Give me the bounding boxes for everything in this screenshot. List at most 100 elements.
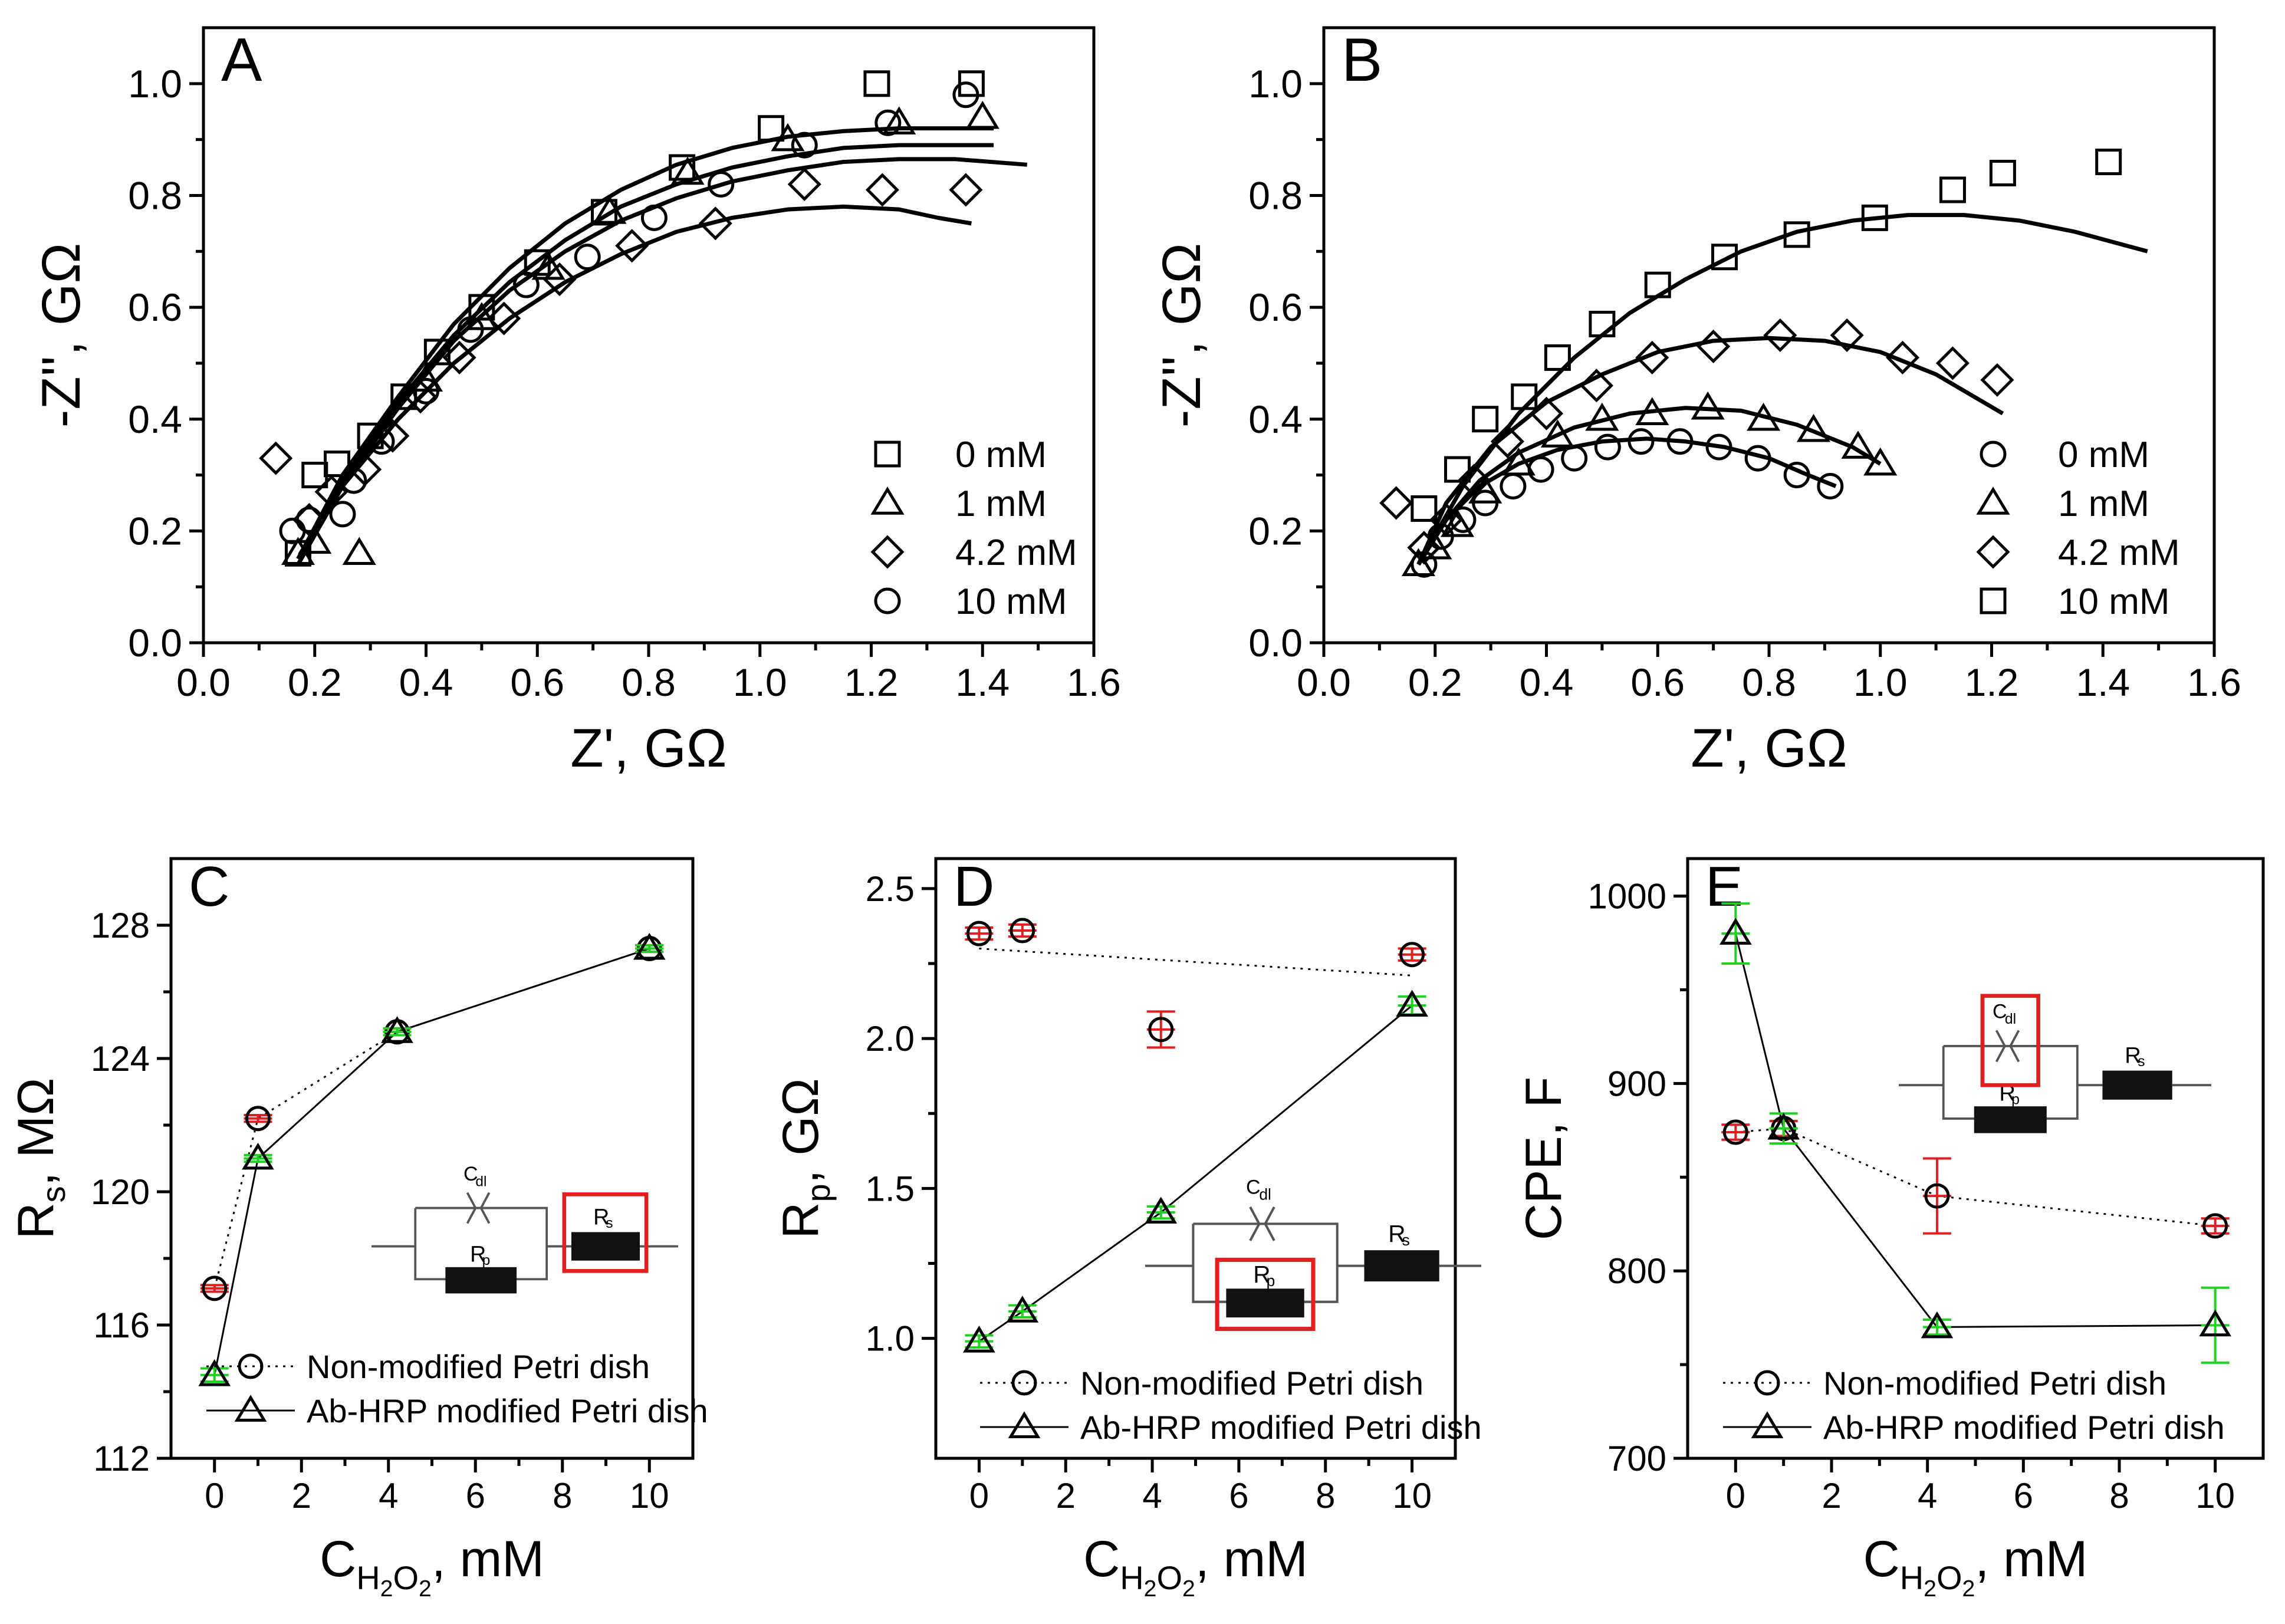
data-point xyxy=(698,206,732,241)
data-point xyxy=(1697,329,1731,363)
data-point xyxy=(409,363,443,392)
legend-label: 0 mM xyxy=(2058,435,2149,475)
x-tick-label: 1.4 xyxy=(955,660,1010,704)
series-1 xyxy=(198,932,666,1386)
circuit-rs-resistor xyxy=(571,1232,640,1261)
data-point xyxy=(1544,344,1571,371)
data-point xyxy=(1006,1296,1039,1323)
fit-curve xyxy=(296,157,1028,566)
series-3 xyxy=(279,81,979,544)
x-axis-label: Z', GΩ xyxy=(1691,718,1847,778)
data-point xyxy=(1783,462,1810,489)
data-point xyxy=(324,451,350,478)
x-axis-label: CH2O2, mM xyxy=(1083,1531,1308,1602)
series-line xyxy=(979,948,1412,977)
data-point xyxy=(242,1142,274,1170)
data-point xyxy=(2202,1213,2228,1239)
legend-label: 1 mM xyxy=(2058,484,2149,524)
y-tick-label: 0.6 xyxy=(1248,285,1303,329)
chart-d: 0 2 4 6 8 10 1.0 1.5 2.0 2.5 D CH2O2, mM Rp, GΩ Non-m… xyxy=(772,855,1482,1602)
series-0 xyxy=(1411,428,1844,578)
y-tick-label: 128 xyxy=(91,906,150,945)
legend-label: 1 mM xyxy=(955,484,1047,524)
data-point xyxy=(1579,369,1613,403)
circuit-cdl-plate-left xyxy=(1249,1206,1261,1241)
data-point xyxy=(1763,318,1797,353)
legend-marker xyxy=(870,535,905,569)
data-point xyxy=(633,932,666,960)
circuit-rp-sub: p xyxy=(2011,1092,2020,1107)
data-point xyxy=(1472,406,1499,433)
data-point xyxy=(1379,486,1413,520)
data-point xyxy=(865,173,899,207)
data-point xyxy=(1148,1017,1174,1043)
data-point xyxy=(1841,430,1875,459)
fit-curve xyxy=(1416,406,1882,566)
circuit-rs-sub: s xyxy=(606,1215,613,1231)
x-tick-label: 0.6 xyxy=(1630,660,1685,704)
data-point xyxy=(1589,311,1616,338)
y-tick-label: 1.5 xyxy=(866,1169,915,1208)
data-point xyxy=(670,156,705,185)
legend-marker xyxy=(1980,440,2007,468)
x-tick-label: 1.2 xyxy=(844,660,899,704)
x-tick-label: 10 xyxy=(630,1476,669,1515)
data-point xyxy=(708,170,735,198)
data-point xyxy=(1861,204,1888,231)
data-point xyxy=(791,132,818,159)
data-point xyxy=(314,475,348,509)
circuit-cdl-label: C xyxy=(1246,1176,1261,1198)
data-point xyxy=(198,1359,231,1386)
panel-label: D xyxy=(954,855,994,918)
x-tick-label: 0.6 xyxy=(510,660,564,704)
y-axis-label: -Z'', GΩ xyxy=(1152,243,1212,428)
circuit-rp-resistor xyxy=(1974,1106,2047,1133)
data-point xyxy=(295,506,323,533)
data-point xyxy=(882,106,916,134)
circuit-rs-label: R xyxy=(1388,1220,1405,1247)
data-point xyxy=(512,271,540,298)
data-point xyxy=(640,204,668,231)
data-point xyxy=(787,167,821,202)
fit-curve xyxy=(1416,336,2004,566)
series-line xyxy=(213,948,650,1376)
y-axis-label: CPE, F xyxy=(1515,1077,1572,1240)
data-point xyxy=(403,380,438,414)
x-tick-label: 0 xyxy=(969,1476,989,1515)
legend-label: 10 mM xyxy=(955,581,1067,622)
x-tick-label: 0 xyxy=(1726,1476,1745,1515)
circuit-cdl-label: C xyxy=(1993,1001,2007,1023)
data-point xyxy=(1145,1196,1178,1224)
data-point xyxy=(1767,1112,1800,1140)
fit-curve xyxy=(296,143,994,560)
circuit-highlight xyxy=(562,1192,649,1273)
x-tick-label: 0.4 xyxy=(399,660,453,704)
legend-label: Non-modified Petri dish xyxy=(1823,1365,2166,1402)
data-point xyxy=(1444,456,1471,483)
x-tick-label: 0.0 xyxy=(1297,660,1351,704)
legend: Non-modified Petri dish Ab-HRP modified P… xyxy=(980,1365,1482,1446)
data-point xyxy=(1411,495,1438,522)
data-point xyxy=(1830,318,1864,353)
legend-label: Non-modified Petri dish xyxy=(1080,1365,1423,1402)
y-tick-label: 116 xyxy=(93,1306,150,1345)
data-point xyxy=(1921,1311,1954,1339)
x-tick-label: 0.4 xyxy=(1520,660,1574,704)
y-tick-label: 124 xyxy=(91,1039,150,1079)
data-point xyxy=(966,921,992,946)
data-point xyxy=(1885,340,1920,374)
fit-curve xyxy=(1416,436,1837,566)
data-point xyxy=(1457,463,1491,498)
data-point xyxy=(1711,244,1738,271)
x-tick-label: 1.2 xyxy=(1965,660,2019,704)
y-tick-label: 1.0 xyxy=(1248,62,1303,106)
legend-marker xyxy=(1980,587,2007,614)
circuit-rp-resistor xyxy=(445,1267,517,1294)
circuit-rp-label: R xyxy=(1253,1261,1270,1288)
y-axis-label: Rp, GΩ xyxy=(772,1078,837,1238)
series-1 xyxy=(963,989,1428,1353)
y-tick-label: 112 xyxy=(93,1439,150,1478)
x-tick-label: 10 xyxy=(2195,1476,2235,1515)
